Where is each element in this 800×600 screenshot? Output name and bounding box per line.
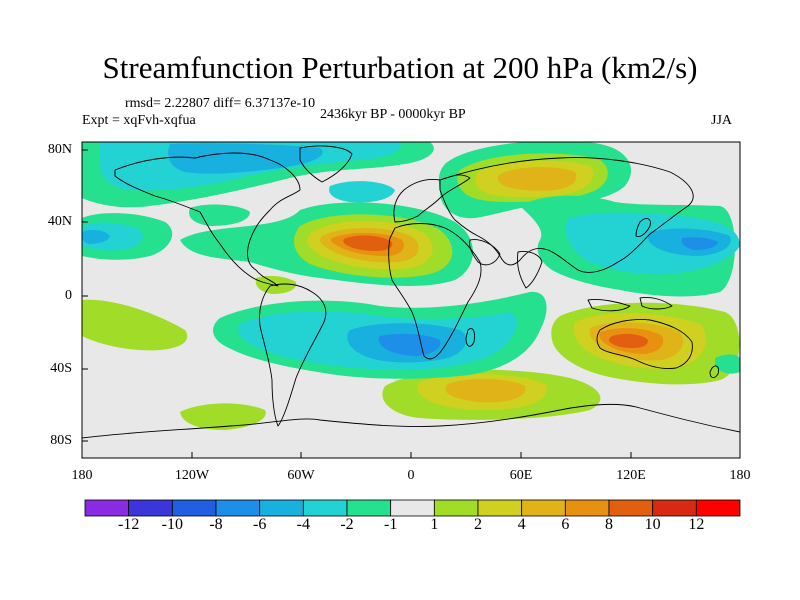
colorbar-box	[84, 499, 130, 517]
lon-label-0: 0	[407, 468, 415, 483]
lat-label-40s: 40S	[50, 361, 72, 376]
contour-field	[82, 142, 740, 458]
colorbar-tick-label: 6	[561, 516, 570, 533]
colorbar-box	[390, 499, 435, 517]
lat-label-80n: 80N	[47, 142, 72, 157]
colorbar-box	[302, 499, 348, 517]
lon-label-120w: 120W	[174, 468, 210, 483]
lon-label-120e: 120E	[616, 468, 646, 483]
anomaly-south-atlantic	[382, 369, 601, 420]
anomaly-central-pacific	[82, 213, 173, 260]
anomaly-north-america	[189, 204, 250, 226]
colorbar-tick-label: -10	[161, 516, 183, 533]
colorbar-tick-label: 2	[474, 516, 482, 533]
colorbar-tick-label: -2	[340, 516, 354, 533]
coastlines	[82, 145, 740, 439]
anomaly-australia	[551, 302, 740, 385]
anomaly-north-africa	[180, 202, 474, 286]
colorbar-tick-label: -8	[209, 516, 223, 533]
lon-label-60w: 60W	[287, 468, 315, 483]
colorbar-box	[652, 499, 697, 517]
season-label: JJA	[711, 113, 733, 128]
anomaly-west-pacific	[520, 195, 740, 297]
colorbar-tick-label: 4	[517, 516, 526, 533]
colorbar-box	[346, 499, 392, 517]
lat-label-80s: 80S	[50, 433, 72, 448]
colorbar-tick-label: -6	[252, 516, 267, 533]
period-label: 2436kyr BP - 0000kyr BP	[320, 107, 466, 122]
lon-label-60e: 60E	[509, 468, 533, 483]
colorbar-box	[128, 499, 173, 517]
colorbar	[84, 499, 741, 517]
lon-label-180e: 180	[729, 468, 751, 483]
colorbar-tick-label: -4	[296, 516, 310, 533]
colorbar-box	[608, 499, 654, 517]
lon-label-180w: 180	[71, 468, 93, 483]
colorbar-tick-label: -1	[383, 516, 398, 533]
colorbar-tick-label: 8	[605, 516, 613, 533]
colorbar-box	[477, 499, 523, 517]
colorbar-box	[564, 499, 610, 517]
colorbar-tick-label: 1	[430, 516, 439, 533]
colorbar-box	[215, 499, 261, 517]
experiment-label: Expt = xqFvh-xqfua	[82, 113, 196, 128]
anomaly-europe-negative	[329, 181, 395, 203]
axis-ticks	[81, 149, 741, 458]
chart-title: Streamfunction Perturbation at 200 hPa (…	[102, 50, 698, 85]
anomaly-south-atlantic-negative	[213, 291, 547, 379]
colorbar-tick-label: -12	[117, 516, 140, 533]
colorbar-tick-label: 10	[644, 516, 661, 533]
anomaly-tasman	[715, 354, 740, 374]
anomaly-south-pacific	[180, 403, 266, 430]
colorbar-tick-label: 12	[688, 516, 705, 533]
colorbar-box	[171, 499, 217, 517]
rmsd-stats: rmsd= 2.22807 diff= 6.37137e-10	[125, 96, 316, 111]
anomaly-east-pacific	[82, 299, 188, 351]
colorbar-box	[521, 499, 566, 517]
lat-label-40n: 40N	[47, 214, 72, 229]
colorbar-box	[259, 499, 304, 517]
lat-label-0: 0	[65, 288, 72, 303]
colorbar-box	[695, 499, 741, 517]
anomaly-north-atlantic	[82, 142, 434, 208]
colorbar-box	[433, 499, 479, 517]
